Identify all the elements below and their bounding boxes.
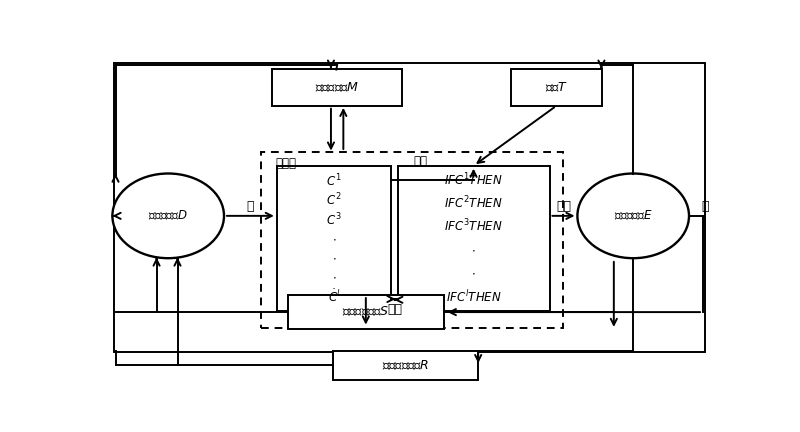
- Bar: [398, 166, 550, 311]
- Text: $C^1$: $C^1$: [326, 173, 342, 190]
- Text: 控制器: 控制器: [275, 157, 297, 170]
- Bar: [287, 295, 444, 329]
- Text: $\cdot$: $\cdot$: [332, 232, 336, 245]
- Ellipse shape: [578, 174, 689, 258]
- Text: $\cdot$: $\cdot$: [471, 267, 476, 280]
- Text: 系统内部状态$S$: 系统内部状态$S$: [342, 305, 390, 319]
- Bar: [333, 351, 478, 380]
- Text: $IFC^lTHEN$: $IFC^lTHEN$: [446, 289, 502, 305]
- Text: $\dot{C}^l$: $\dot{C}^l$: [328, 289, 340, 305]
- Text: $\cdot$: $\cdot$: [471, 243, 476, 256]
- Bar: [510, 69, 602, 106]
- Text: 系统外界环境$R$: 系统外界环境$R$: [382, 359, 429, 372]
- Text: $\cdot$: $\cdot$: [332, 271, 336, 284]
- Bar: [272, 69, 402, 106]
- Text: 节点效应器$E$: 节点效应器$E$: [614, 209, 653, 222]
- Text: 反馈: 反馈: [387, 303, 402, 316]
- Text: 节点探测器$D$: 节点探测器$D$: [148, 209, 188, 222]
- Ellipse shape: [112, 174, 224, 258]
- Text: $IFC^2THEN$: $IFC^2THEN$: [444, 195, 503, 211]
- Text: 流: 流: [246, 200, 254, 213]
- Text: 流: 流: [702, 200, 709, 213]
- Text: 节点知识库$M$: 节点知识库$M$: [315, 81, 359, 94]
- Bar: [114, 64, 705, 352]
- Text: $IFC^3THEN$: $IFC^3THEN$: [444, 218, 503, 235]
- Text: 状态: 状态: [556, 200, 571, 213]
- Bar: [262, 152, 563, 327]
- Text: 时钟$T$: 时钟$T$: [545, 81, 568, 94]
- Text: $C^3$: $C^3$: [326, 211, 342, 228]
- Text: $C^2$: $C^2$: [326, 192, 342, 209]
- Text: $\cdot$: $\cdot$: [332, 252, 336, 265]
- Text: $IFC^1THEN$: $IFC^1THEN$: [444, 172, 503, 188]
- Bar: [277, 166, 391, 311]
- Text: 匹配: 匹配: [413, 155, 427, 168]
